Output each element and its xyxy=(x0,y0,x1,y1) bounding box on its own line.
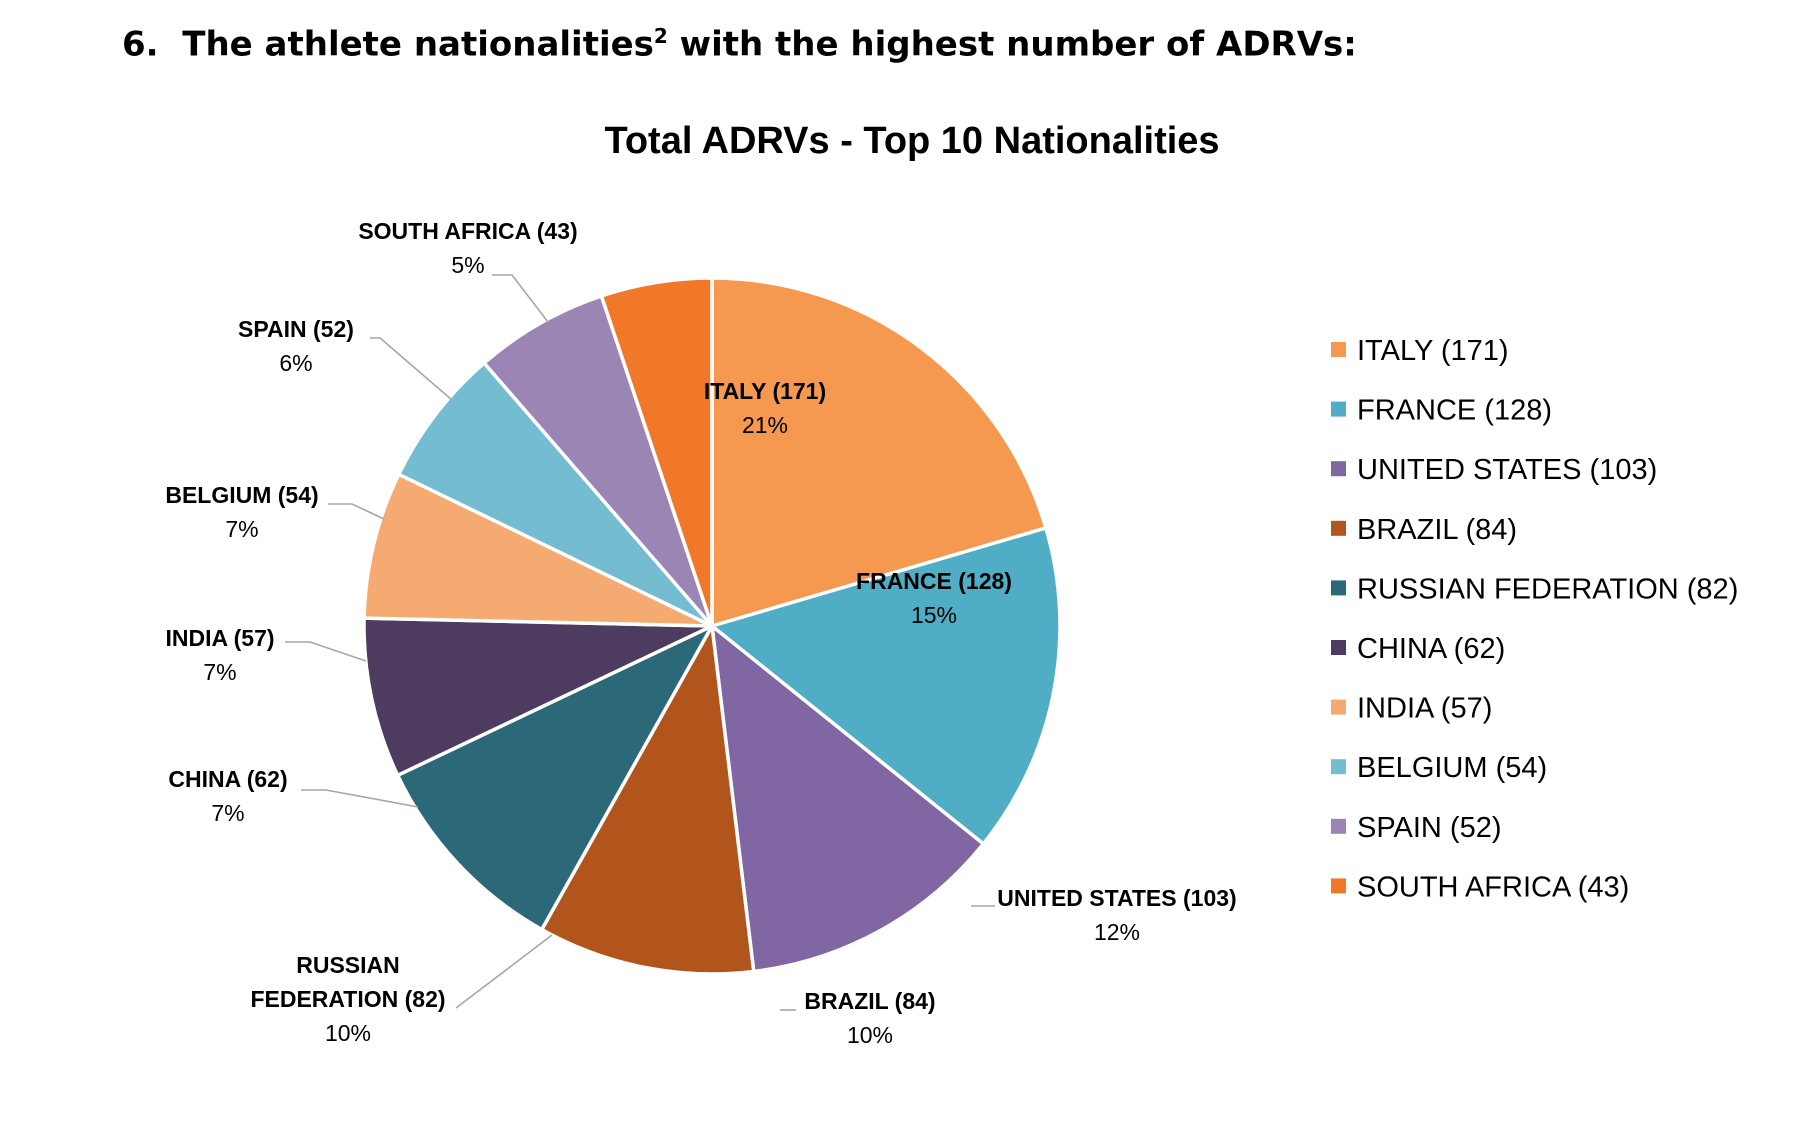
pie-slice-spain xyxy=(482,294,714,628)
legend-swatch-brazil xyxy=(1331,520,1346,536)
pie-slice-india xyxy=(362,472,714,628)
data-label-name-spain: SPAIN (52) xyxy=(238,316,354,342)
heading-footnote-marker: 2 xyxy=(653,24,668,48)
section-heading: 6. The athlete nationalities2 with the h… xyxy=(122,24,1357,64)
pie-slice-belgium xyxy=(397,361,714,628)
data-label-name-brazil: BRAZIL (84) xyxy=(804,988,935,1014)
data-label-name-russian-federation: RUSSIAN xyxy=(296,952,400,978)
legend-label-united-states: UNITED STATES (103) xyxy=(1357,454,1657,486)
data-label-percent-india: 7% xyxy=(203,659,236,685)
legend-swatch-russian-federation xyxy=(1331,580,1346,596)
data-label-name-russian-federation: FEDERATION (82) xyxy=(250,986,445,1012)
leader-line-india xyxy=(285,641,367,662)
legend-label-belgium: BELGIUM (54) xyxy=(1357,752,1547,784)
leader-line-united-states xyxy=(971,905,995,907)
heading-text: The athlete nationalities xyxy=(182,24,654,65)
legend: ITALY (171) FRANCE (128) UNITED STATES (10… xyxy=(1331,335,1738,903)
leader-line-spain xyxy=(370,337,453,401)
data-label-percent-china: 7% xyxy=(211,800,244,826)
legend-label-spain: SPAIN (52) xyxy=(1357,812,1502,844)
data-label-name-china: CHINA (62) xyxy=(168,766,287,792)
data-label-name-france: FRANCE (128) xyxy=(856,568,1012,594)
legend-label-south-africa: SOUTH AFRICA (43) xyxy=(1357,871,1629,903)
legend-swatch-italy xyxy=(1331,342,1346,357)
data-label-name-belgium: BELGIUM (54) xyxy=(165,482,318,508)
data-label-name-united-states: UNITED STATES (103) xyxy=(997,885,1236,911)
leader-lines xyxy=(285,274,995,1011)
legend-label-brazil: BRAZIL (84) xyxy=(1357,514,1517,546)
pie-slice-south-africa xyxy=(599,276,714,628)
data-label-name-italy: ITALY (171) xyxy=(704,378,826,404)
leader-line-russian-federation xyxy=(455,934,553,1009)
data-labels: ITALY (171) 21% FRANCE (128) 15% UNITED STAT… xyxy=(165,218,1236,1048)
pie-slice-france xyxy=(710,526,1062,846)
legend-swatch-spain xyxy=(1331,818,1346,834)
heading-number: 6. xyxy=(122,24,159,65)
legend-label-russian-federation: RUSSIAN FEDERATION (82) xyxy=(1357,573,1738,605)
legend-swatch-china xyxy=(1331,640,1346,655)
legend-swatch-united-states xyxy=(1331,461,1346,477)
leader-line-south-africa xyxy=(492,274,549,323)
legend-swatch-south-africa xyxy=(1331,878,1346,894)
pie-slice-brazil xyxy=(540,624,756,976)
data-label-percent-italy: 21% xyxy=(742,412,788,438)
data-label-name-south-africa: SOUTH AFRICA (43) xyxy=(358,218,577,244)
pie-slices xyxy=(362,276,1062,976)
data-label-percent-south-africa: 5% xyxy=(451,252,484,278)
legend-label-china: CHINA (62) xyxy=(1357,633,1505,665)
data-label-percent-united-states: 12% xyxy=(1094,919,1140,945)
leader-line-belgium xyxy=(328,503,385,520)
pie-slice-russian-federation xyxy=(395,624,714,932)
legend-label-france: FRANCE (128) xyxy=(1357,395,1552,427)
legend-swatch-belgium xyxy=(1331,759,1346,775)
data-label-percent-brazil: 10% xyxy=(847,1022,893,1048)
pie-slice-united-states xyxy=(710,624,986,974)
legend-label-india: INDIA (57) xyxy=(1357,693,1492,725)
legend-swatch-india xyxy=(1331,699,1346,715)
data-label-percent-france: 15% xyxy=(911,602,957,628)
heading-text-after: with the highest number of ADRVs: xyxy=(679,24,1357,65)
data-label-percent-belgium: 7% xyxy=(225,516,258,542)
data-label-percent-spain: 6% xyxy=(279,350,312,376)
chart-title: Total ADRVs - Top 10 Nationalities xyxy=(604,120,1219,162)
data-label-name-india: INDIA (57) xyxy=(165,625,274,651)
legend-label-italy: ITALY (171) xyxy=(1357,335,1509,367)
legend-swatch-france xyxy=(1331,401,1346,417)
data-label-percent-russian-federation: 10% xyxy=(325,1020,371,1046)
pie-slice-italy xyxy=(710,276,1048,628)
leader-line-china xyxy=(301,789,419,808)
pie-slice-china xyxy=(362,616,714,778)
